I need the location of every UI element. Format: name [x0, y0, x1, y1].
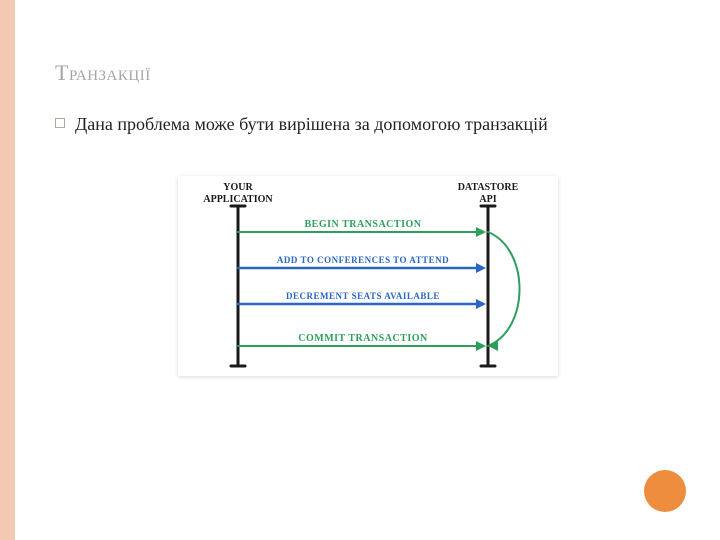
- svg-text:YOUR: YOUR: [223, 182, 253, 193]
- slide-title: Транзакції: [55, 60, 680, 86]
- decorative-circle: [644, 470, 686, 512]
- bullet-item: Дана проблема може бути вирішена за допо…: [55, 112, 680, 136]
- sequence-diagram: YOURAPPLICATION DATASTOREAPI BEGIN TRANSAC…: [178, 176, 558, 376]
- svg-text:COMMIT TRANSACTION: COMMIT TRANSACTION: [298, 333, 428, 344]
- svg-text:API: API: [479, 194, 496, 205]
- svg-text:DECREMENT SEATS AVAILABLE: DECREMENT SEATS AVAILABLE: [286, 291, 440, 301]
- svg-text:ADD TO CONFERENCES TO ATTEND: ADD TO CONFERENCES TO ATTEND: [276, 255, 448, 265]
- bullet-text: Дана проблема може бути вирішена за допо…: [75, 112, 548, 136]
- accent-stripe: [0, 0, 15, 540]
- slide-content: Транзакції Дана проблема може бути виріш…: [15, 0, 720, 540]
- svg-text:DATASTORE: DATASTORE: [457, 182, 518, 193]
- diagram-container: YOURAPPLICATION DATASTOREAPI BEGIN TRANSAC…: [55, 176, 680, 376]
- bullet-marker: [55, 118, 65, 128]
- svg-text:APPLICATION: APPLICATION: [203, 194, 273, 205]
- svg-text:BEGIN TRANSACTION: BEGIN TRANSACTION: [304, 219, 421, 230]
